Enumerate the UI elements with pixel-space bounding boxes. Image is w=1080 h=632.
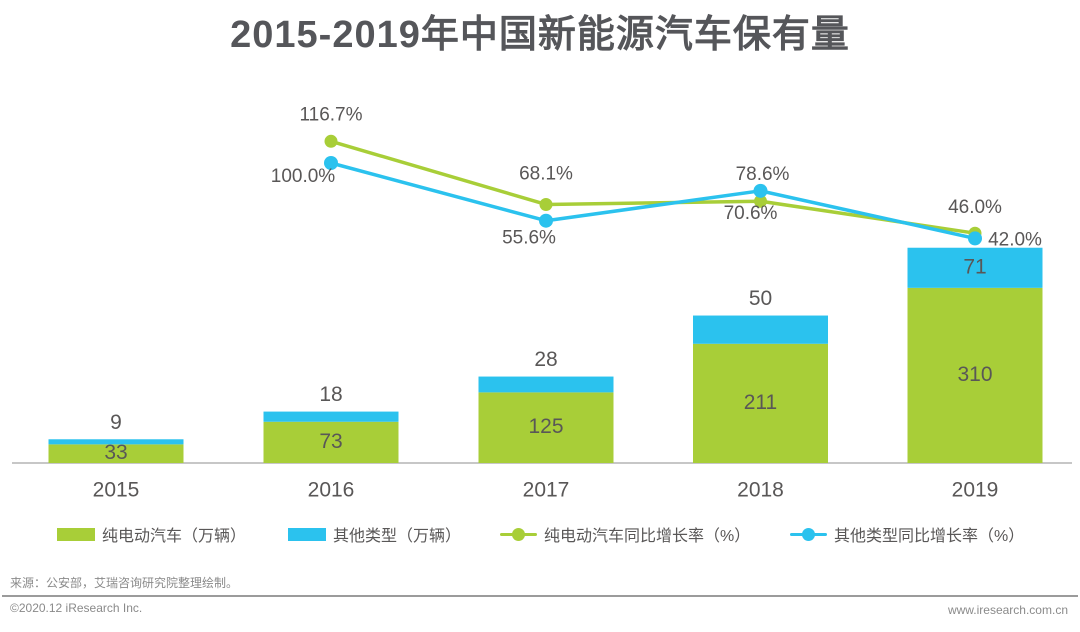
footer-divider (2, 595, 1078, 597)
growth-point-other-2019 (968, 231, 982, 246)
bar-value-pure-ev-2016: 73 (319, 430, 342, 453)
bar-value-pure-ev-2015: 33 (104, 441, 127, 464)
growth-label-other-2016: 100.0% (271, 166, 336, 187)
bar-value-other-2019: 71 (963, 255, 986, 278)
growth-line-other (329, 161, 977, 241)
x-tick-2018: 2018 (737, 479, 784, 502)
bar-pure-ev-2019 (907, 287, 1043, 463)
bar-value-other-2015: 9 (110, 411, 122, 434)
growth-label-pure-ev-2018: 70.6% (724, 203, 778, 224)
legend-dot-other (802, 528, 815, 541)
legend-swatch-other-icon (288, 527, 326, 541)
legend-swatch-pure-ev-icon (57, 527, 95, 541)
x-tick-2015: 2015 (93, 479, 140, 502)
bar-pure-ev-2018 (693, 343, 828, 463)
x-tick-2019: 2019 (952, 479, 999, 502)
growth-line-pure-ev (329, 139, 977, 235)
growth-label-pure-ev-2017: 68.1% (519, 163, 573, 184)
bar-value-other-2016: 18 (319, 383, 342, 406)
bar-other-2017 (478, 376, 614, 393)
legend-item-other-bar: 其他类型（万辆） (288, 522, 461, 546)
bar-other-2019 (907, 247, 1043, 288)
website-text: www.iresearch.com.cn (947, 603, 1068, 617)
legend-label-pure-ev-growth: 纯电动汽车同比增长率（%） (544, 528, 751, 545)
chart-canvas: 33 9 2015 73 18 2016 125 28 2017 211 50 2018 310 71 20… (12, 104, 1072, 502)
growth-label-other-2017: 55.6% (502, 228, 556, 249)
legend-linedot-other-icon (790, 527, 827, 541)
legend-item-other-growth: 其他类型同比增长率（%） (790, 522, 1024, 546)
bar-value-pure-ev-2017: 125 (528, 415, 563, 438)
legend-label-other-bar: 其他类型（万辆） (333, 528, 462, 545)
legend-linedot-pure-ev-icon (500, 527, 537, 541)
growth-label-pure-ev-2016: 116.7% (299, 104, 362, 125)
growth-point-pure-ev-2018 (754, 194, 767, 208)
legend-dot-pure-ev (512, 528, 525, 541)
bar-pure-ev-2015 (48, 444, 184, 463)
bar-value-other-2017: 28 (534, 348, 557, 371)
bar-pure-ev-2017 (478, 392, 614, 463)
legend-item-pure-ev-growth: 纯电动汽车同比增长率（%） (500, 522, 750, 546)
bar-value-other-2018: 50 (749, 287, 772, 310)
growth-label-pure-ev-2019: 46.0% (948, 197, 1002, 218)
chart-title: 2015-2019年中国新能源汽车保有量 (230, 14, 850, 56)
legend-item-pure-ev-bar: 纯电动汽车（万辆） (57, 522, 246, 546)
bar-other-2015 (48, 439, 184, 445)
bar-value-pure-ev-2018: 211 (744, 391, 777, 414)
x-tick-2016: 2016 (308, 479, 355, 502)
x-tick-2017: 2017 (523, 479, 570, 502)
bar-value-pure-ev-2019: 310 (957, 363, 992, 386)
growth-point-other-2017 (539, 213, 553, 228)
growth-point-pure-ev-2017 (539, 197, 553, 211)
growth-point-pure-ev-2016 (324, 134, 338, 148)
growth-label-other-2019: 42.0% (988, 229, 1042, 250)
bar-other-2018 (693, 315, 828, 344)
growth-label-other-2018: 78.6% (736, 164, 790, 185)
growth-point-other-2016 (324, 156, 338, 170)
source-note: 来源：公安部，艾瑞咨询研究院整理绘制。 (10, 576, 239, 590)
legend-label-other-growth: 其他类型同比增长率（%） (834, 528, 1025, 545)
bar-pure-ev-2016 (263, 421, 399, 463)
bar-other-2016 (263, 411, 399, 422)
legend-label-pure-ev-bar: 纯电动汽车（万辆） (102, 528, 247, 545)
copyright-text: ©2020.12 iResearch Inc. (10, 601, 143, 615)
growth-point-other-2018 (753, 183, 768, 198)
